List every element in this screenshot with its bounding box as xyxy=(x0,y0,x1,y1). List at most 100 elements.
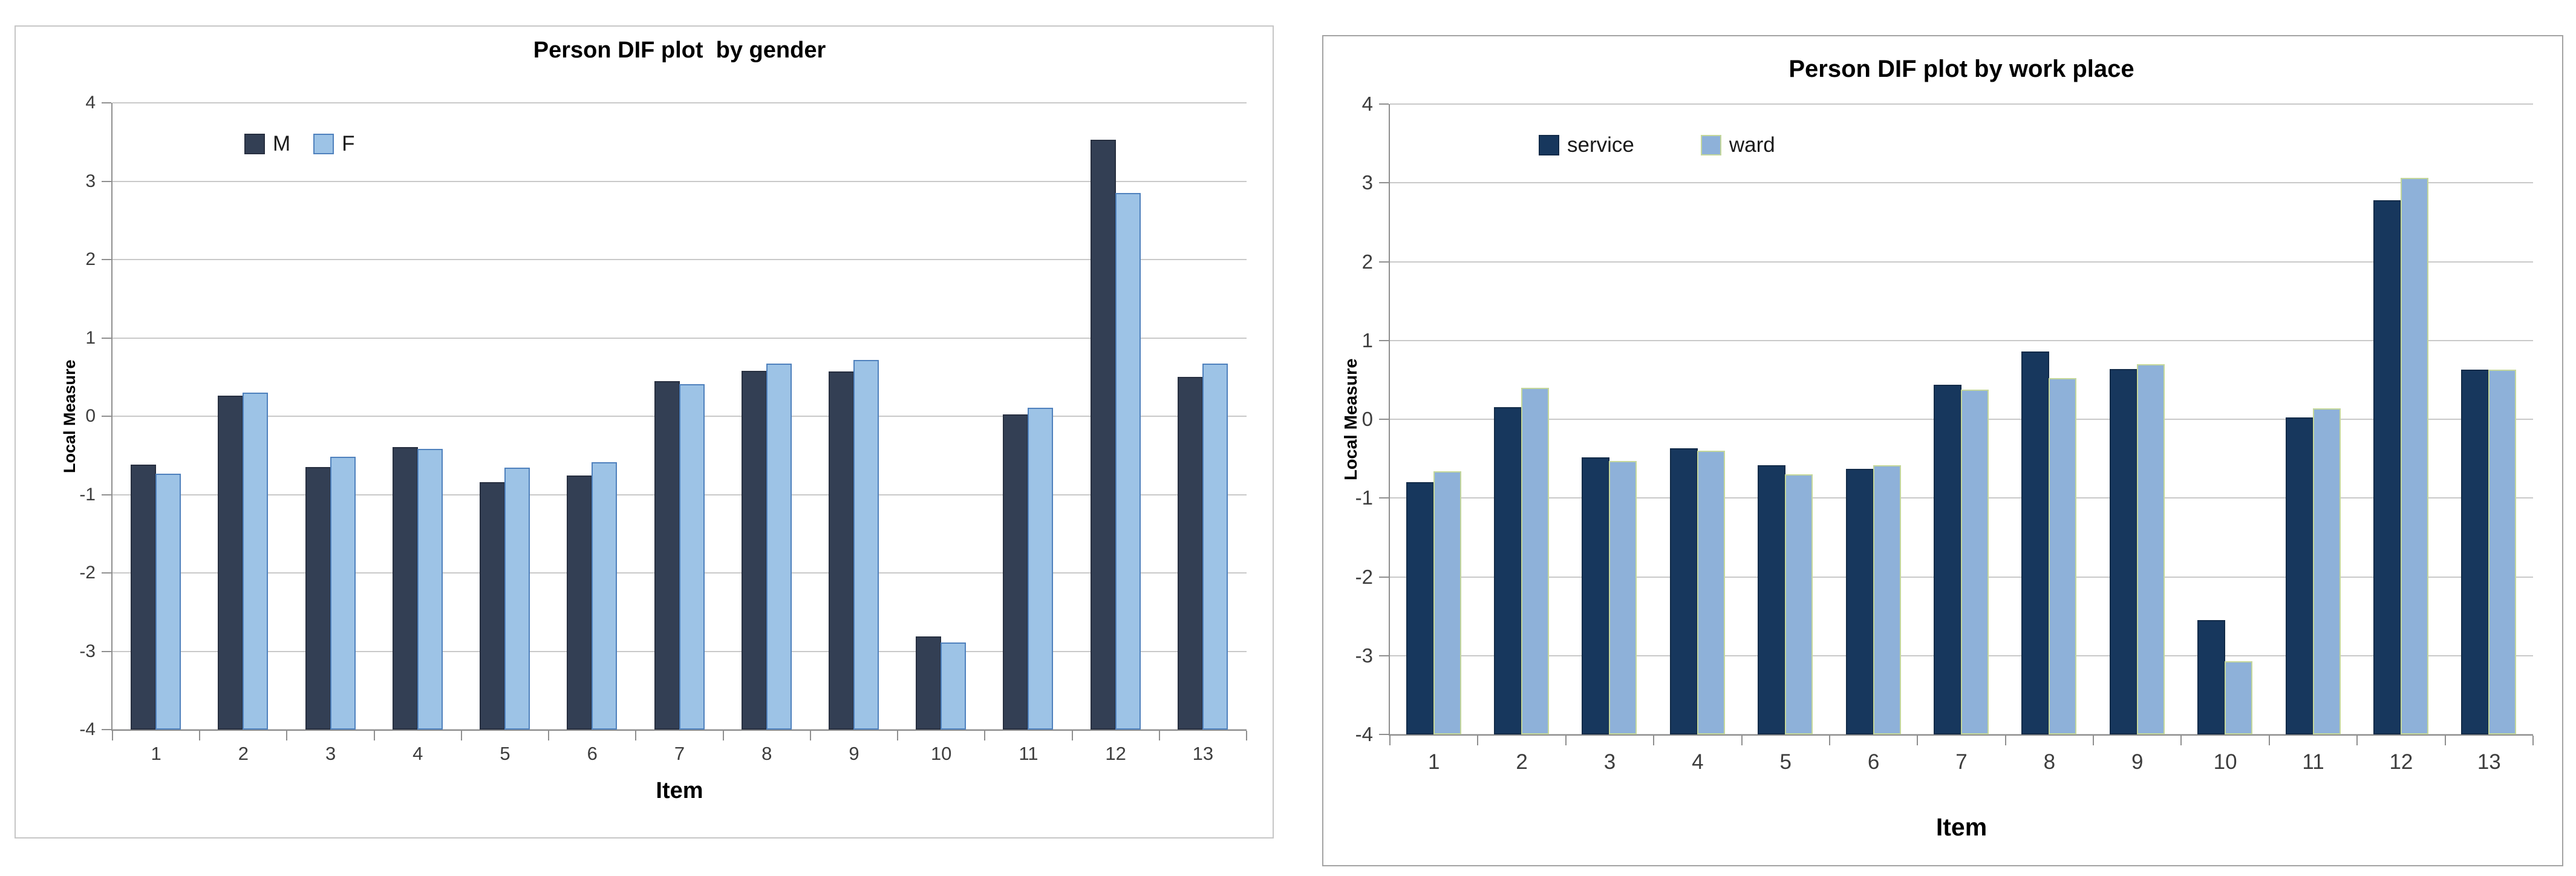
x-tick-mark xyxy=(1565,736,1567,745)
y-tick-mark xyxy=(102,494,111,495)
y-tick-label: 0 xyxy=(85,406,96,426)
bar-M-item-9 xyxy=(828,371,854,730)
y-tick-label: -3 xyxy=(1355,644,1373,667)
bar-ward-item-12 xyxy=(2400,178,2428,734)
x-tick-mark xyxy=(1158,731,1160,740)
y-tick-mark xyxy=(102,650,111,652)
plot-area: service ward 4 3 2 1 0 -1 -2 -3 -4 1 2 3 4 5 6 7 8 9 10 11 12… xyxy=(1355,93,2534,774)
y-tick-mark xyxy=(102,102,111,103)
bar-ward-item-10 xyxy=(2225,661,2253,734)
x-tick-mark xyxy=(2180,736,2182,745)
chart-panel-gender: Person DIF plot by gender Local Measure … xyxy=(15,25,1274,838)
y-gridline xyxy=(1390,103,2533,105)
legend-swatch-M xyxy=(244,134,265,154)
bar-ward-item-1 xyxy=(1433,471,1461,734)
y-gridline xyxy=(1390,261,2533,263)
y-axis-line xyxy=(111,103,112,730)
x-tick-label: 11 xyxy=(2302,750,2324,774)
legend-item-ward: ward xyxy=(1700,133,1775,157)
x-tick-label: 13 xyxy=(1192,743,1214,764)
x-tick-mark xyxy=(2004,736,2006,745)
bar-service-item-1 xyxy=(1406,482,1434,734)
bar-F-item-1 xyxy=(155,473,181,730)
y-tick-label: 0 xyxy=(1361,408,1373,430)
legend-item-F: F xyxy=(313,132,355,156)
x-tick-mark xyxy=(1071,731,1073,740)
bar-F-item-3 xyxy=(330,457,356,730)
x-tick-mark xyxy=(722,731,724,740)
x-tick-label: 8 xyxy=(761,743,772,764)
bar-ward-item-8 xyxy=(2049,378,2077,734)
y-tick-label: 4 xyxy=(85,93,96,113)
bar-service-item-13 xyxy=(2461,369,2490,734)
x-tick-label: 13 xyxy=(2477,750,2501,774)
bar-ward-item-6 xyxy=(1873,465,1901,734)
y-tick-label: -4 xyxy=(1355,723,1373,745)
x-tick-label: 6 xyxy=(587,743,598,764)
x-tick-label: 11 xyxy=(1019,743,1039,764)
legend-label: service xyxy=(1567,133,1634,157)
bar-F-item-11 xyxy=(1028,407,1054,730)
x-tick-label: 9 xyxy=(849,743,859,764)
x-tick-label: 1 xyxy=(151,743,161,764)
y-gridline xyxy=(112,180,1247,182)
x-tick-mark xyxy=(1389,736,1391,745)
y-tick-label: 1 xyxy=(85,327,96,348)
bar-F-item-6 xyxy=(592,462,618,730)
legend-item-M: M xyxy=(244,132,290,156)
y-tick-mark xyxy=(1379,261,1389,263)
x-tick-mark xyxy=(112,731,113,740)
bar-ward-item-13 xyxy=(2488,369,2517,734)
x-tick-label: 8 xyxy=(2043,750,2056,774)
y-tick-mark xyxy=(102,259,111,260)
x-tick-label: 3 xyxy=(325,743,336,764)
bar-F-item-4 xyxy=(417,449,443,730)
y-tick-label: -2 xyxy=(79,563,96,583)
bar-M-item-4 xyxy=(392,446,418,730)
bar-service-item-10 xyxy=(2197,620,2226,734)
bar-ward-item-3 xyxy=(1609,461,1637,734)
x-tick-mark xyxy=(548,731,550,740)
x-tick-mark xyxy=(199,731,201,740)
x-tick-label: 6 xyxy=(1867,750,1880,774)
x-tick-mark xyxy=(1741,736,1743,745)
x-axis-title: Item xyxy=(656,778,703,803)
bar-F-item-5 xyxy=(504,468,530,730)
bar-ward-item-7 xyxy=(1961,389,1989,734)
bar-M-item-10 xyxy=(916,636,942,730)
x-tick-label: 7 xyxy=(1955,750,1968,774)
x-tick-label: 3 xyxy=(1603,750,1616,774)
x-tick-mark xyxy=(984,731,986,740)
y-gridline xyxy=(1390,339,2533,341)
x-tick-label: 2 xyxy=(1516,750,1528,774)
bar-service-item-3 xyxy=(1582,457,1610,734)
y-tick-mark xyxy=(1379,734,1389,735)
bar-service-item-9 xyxy=(2109,368,2137,734)
y-tick-mark xyxy=(1379,655,1389,656)
x-tick-label: 10 xyxy=(930,743,952,764)
x-axis-line xyxy=(1389,734,2533,736)
x-tick-label: 1 xyxy=(1427,750,1440,774)
y-tick-label: 3 xyxy=(85,171,96,191)
y-tick-mark xyxy=(102,572,111,574)
y-gridline xyxy=(1390,182,2533,184)
x-tick-label: 7 xyxy=(674,743,685,764)
y-tick-label: 2 xyxy=(1361,250,1373,273)
x-tick-label: 4 xyxy=(412,743,423,764)
bar-F-item-9 xyxy=(853,359,879,730)
x-tick-mark xyxy=(2356,736,2358,745)
x-tick-mark xyxy=(897,731,899,740)
x-tick-label: 9 xyxy=(2131,750,2144,774)
bar-M-item-1 xyxy=(131,465,157,730)
x-tick-label: 12 xyxy=(2389,750,2413,774)
y-tick-mark xyxy=(1379,182,1389,184)
bar-service-item-5 xyxy=(1758,465,1786,734)
y-gridline xyxy=(112,259,1247,260)
bar-M-item-5 xyxy=(480,482,506,730)
bar-M-item-8 xyxy=(741,370,767,730)
x-tick-mark xyxy=(2532,736,2534,745)
y-tick-label: -2 xyxy=(1355,565,1373,588)
x-tick-mark xyxy=(1917,736,1919,745)
bar-F-item-13 xyxy=(1202,364,1228,730)
